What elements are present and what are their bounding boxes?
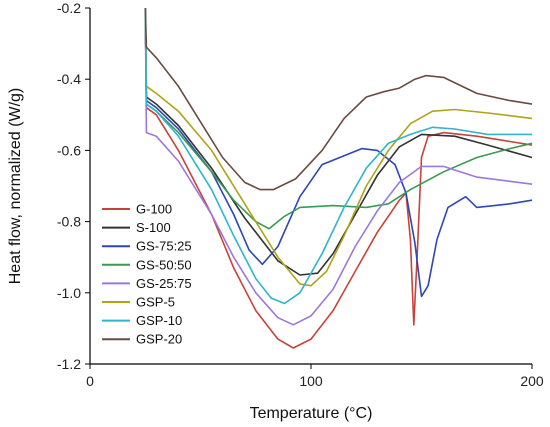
- legend-label: GSP-5: [136, 295, 175, 310]
- y-tick-label: -0.6: [57, 142, 81, 158]
- series-line-gs-25-75: [144, 7, 533, 326]
- series-line-s-100: [144, 7, 533, 276]
- legend: G-100 S-100 GS-75:25 GS-50:50 GS-25:75 GSP-5 G…: [102, 202, 192, 347]
- legend-label: S-100: [136, 220, 171, 235]
- legend-label: GSP-10: [136, 313, 182, 328]
- y-tick-label: -1.0: [57, 285, 81, 301]
- y-tick-label: -0.8: [57, 214, 81, 230]
- axes: 0 100 200 -1.2 -1.0 -0.8 -0.6 -0.4 -0.2: [57, 0, 544, 389]
- x-tick-label: 200: [520, 373, 544, 389]
- x-tick-label: 100: [299, 373, 323, 389]
- series-line-gsp-5: [144, 7, 533, 287]
- series-line-g-100: [144, 7, 533, 349]
- series-line-gs-50-50: [144, 7, 533, 230]
- y-tick-label: -0.2: [57, 0, 81, 16]
- y-tick-label: -1.2: [57, 356, 81, 372]
- x-axis-title: Temperature (°C): [250, 405, 373, 422]
- series-line-gsp-10: [144, 7, 532, 305]
- plot-area: [144, 7, 533, 349]
- y-axis-title: Heat flow, normalized (W/g): [7, 88, 24, 285]
- x-tick-label: 0: [86, 373, 94, 389]
- legend-label: G-100: [136, 202, 172, 217]
- legend-label: GS-50:50: [136, 257, 192, 272]
- series-line-gsp-20: [144, 7, 533, 191]
- legend-label: GS-75:25: [136, 239, 192, 254]
- legend-label: GS-25:75: [136, 276, 192, 291]
- series-line-gs-75-25: [144, 7, 533, 298]
- legend-label: GSP-20: [136, 332, 182, 347]
- y-tick-label: -0.4: [57, 71, 81, 87]
